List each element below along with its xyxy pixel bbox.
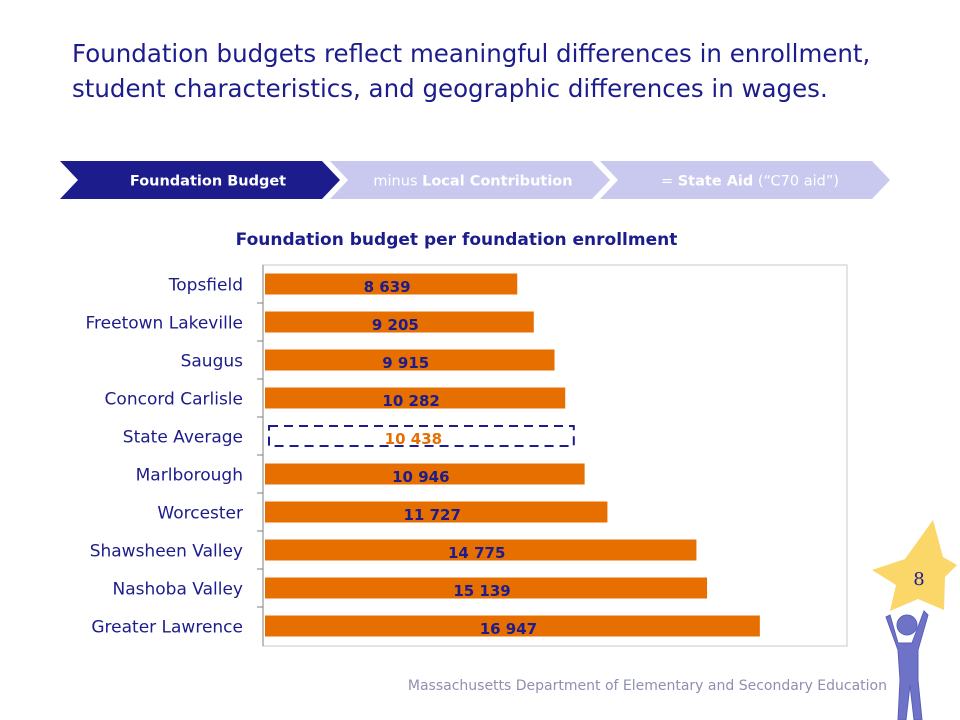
star-icon bbox=[872, 520, 957, 611]
chevron-label: minus Local Contribution bbox=[373, 174, 572, 190]
category-label-shawsheen-valley: Shawsheen Valley bbox=[90, 542, 243, 562]
chevron-label-bold: Foundation Budget bbox=[130, 174, 286, 190]
chevron-label: Foundation Budget bbox=[130, 174, 286, 190]
chevron-step-state-aid: = State Aid (“C70 aid”) bbox=[600, 161, 890, 199]
chevron-label-bold: Local Contribution bbox=[422, 174, 572, 190]
chevron-label-prefix: = bbox=[661, 174, 678, 190]
chart-title: Foundation budget per foundation enrollm… bbox=[235, 230, 678, 250]
data-label-saugus: 9 915 bbox=[382, 354, 429, 372]
category-label-state-average: State Average bbox=[123, 428, 243, 448]
page-number: 8 bbox=[913, 569, 924, 590]
category-label-saugus: Saugus bbox=[181, 352, 244, 372]
chevron-shape bbox=[60, 161, 340, 199]
process-chevron-bar: Foundation Budget minus Local Contributi… bbox=[60, 161, 890, 199]
bar-state-average bbox=[268, 425, 575, 447]
data-label-greater-lawrence: 16 947 bbox=[480, 620, 537, 638]
data-label-concord-carlisle: 10 282 bbox=[382, 392, 439, 410]
person-figure-icon bbox=[885, 610, 929, 720]
bar-concord-carlisle bbox=[265, 387, 566, 409]
category-label-greater-lawrence: Greater Lawrence bbox=[91, 618, 243, 638]
category-label-marlborough: Marlborough bbox=[136, 466, 243, 486]
bar-shawsheen-valley bbox=[265, 539, 697, 561]
data-label-nashoba-valley: 15 139 bbox=[453, 582, 510, 600]
category-label-topsfield: Topsfield bbox=[168, 276, 243, 296]
category-label-worcester: Worcester bbox=[157, 504, 243, 524]
bar-saugus bbox=[265, 349, 555, 371]
bar-marlborough bbox=[265, 463, 585, 485]
chevron-label: = State Aid (“C70 aid”) bbox=[661, 174, 839, 190]
category-label-freetown-lakeville: Freetown Lakeville bbox=[86, 314, 244, 334]
chevron-label-prefix: minus bbox=[373, 174, 422, 190]
star-figure-icon: 8 bbox=[872, 520, 957, 720]
bar-nashoba-valley bbox=[265, 577, 708, 599]
footer-text: Massachusetts Department of Elementary a… bbox=[407, 678, 887, 694]
slide-title: Foundation budgets reflect meaningful di… bbox=[72, 39, 871, 103]
bar-greater-lawrence bbox=[265, 615, 760, 637]
category-label-concord-carlisle: Concord Carlisle bbox=[105, 390, 243, 410]
data-label-worcester: 11 727 bbox=[404, 506, 461, 524]
bar-freetown-lakeville bbox=[265, 311, 534, 333]
data-label-marlborough: 10 946 bbox=[392, 468, 449, 486]
data-label-freetown-lakeville: 9 205 bbox=[372, 316, 419, 334]
bar-topsfield bbox=[265, 273, 518, 295]
data-label-topsfield: 8 639 bbox=[364, 278, 411, 296]
data-label-shawsheen-valley: 14 775 bbox=[448, 544, 505, 562]
bar-worcester bbox=[265, 501, 608, 523]
category-label-nashoba-valley: Nashoba Valley bbox=[113, 580, 243, 600]
data-label-state-average: 10 438 bbox=[385, 430, 442, 448]
chevron-label-suffix: (“C70 aid”) bbox=[753, 174, 839, 190]
chevron-shape bbox=[600, 161, 890, 199]
chevron-label-bold: State Aid bbox=[678, 174, 754, 190]
chevron-step-local-contribution: minus Local Contribution bbox=[330, 161, 610, 199]
chevron-shape bbox=[330, 161, 610, 199]
chevron-step-foundation-budget: Foundation Budget bbox=[60, 161, 340, 199]
